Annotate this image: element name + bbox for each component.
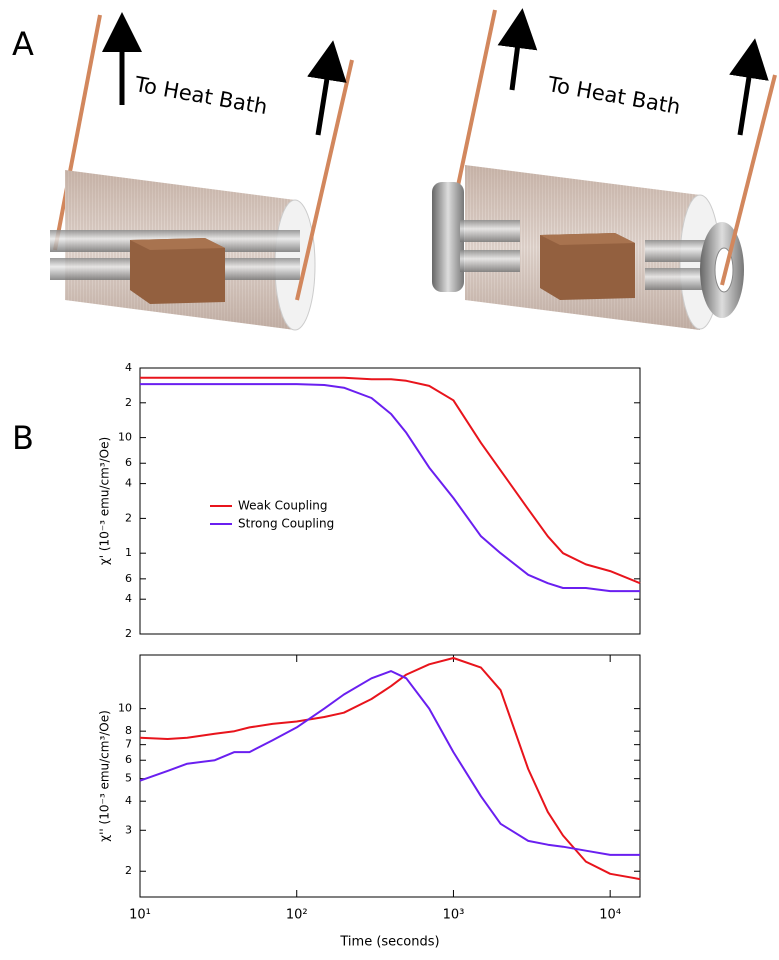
y-tick-label: 5 bbox=[125, 772, 132, 785]
y-tick-label: 3 bbox=[125, 823, 132, 836]
y-tick-label: 2 bbox=[125, 396, 132, 409]
x-tick-label: 10¹ bbox=[129, 908, 151, 923]
y-axis-label: χ' (10⁻³ emu/cm³/Oe) bbox=[98, 437, 112, 565]
y-tick-label: 6 bbox=[125, 753, 132, 766]
y-tick-label: 6 bbox=[125, 572, 132, 585]
y-tick-label: 4 bbox=[125, 477, 132, 490]
annotation: To Heat Bath bbox=[545, 72, 682, 119]
y-tick-label: 10 bbox=[118, 431, 132, 444]
plot-frame bbox=[139, 654, 641, 898]
y-tick-label: 2 bbox=[125, 627, 132, 640]
illustration-weak: To Heat Bath bbox=[50, 12, 354, 331]
legend-label: Weak Coupling bbox=[238, 499, 328, 513]
x-tick-label: 10³ bbox=[443, 908, 465, 923]
plot-frame bbox=[139, 367, 641, 635]
legend-label: Strong Coupling bbox=[238, 517, 334, 531]
y-axis-label: χ'' (10⁻³ emu/cm³/Oe) bbox=[98, 710, 112, 842]
y-tick-label: 8 bbox=[125, 724, 132, 737]
x-tick-label: 10² bbox=[286, 908, 308, 923]
y-tick-label: 10 bbox=[118, 702, 132, 715]
x-axis-label: Time (seconds) bbox=[339, 935, 439, 950]
panel-label: A bbox=[12, 25, 34, 63]
y-tick-label: 4 bbox=[125, 361, 132, 374]
illustration-strong: To Heat Bath bbox=[432, 8, 777, 330]
y-tick-label: 4 bbox=[125, 592, 132, 605]
y-tick-label: 6 bbox=[125, 456, 132, 469]
y-tick-label: 2 bbox=[125, 864, 132, 877]
y-tick-label: 4 bbox=[125, 794, 132, 807]
data-line bbox=[139, 657, 641, 881]
data-line bbox=[140, 383, 640, 593]
y-tick-label: 7 bbox=[125, 738, 132, 751]
annotation: To Heat Bath bbox=[132, 72, 269, 119]
data-line bbox=[139, 670, 640, 856]
y-tick-label: 2 bbox=[125, 511, 132, 524]
panel-label: B bbox=[12, 419, 34, 457]
data-line bbox=[140, 376, 641, 585]
x-tick-label: 10⁴ bbox=[599, 908, 621, 923]
y-tick-label: 1 bbox=[125, 546, 132, 559]
